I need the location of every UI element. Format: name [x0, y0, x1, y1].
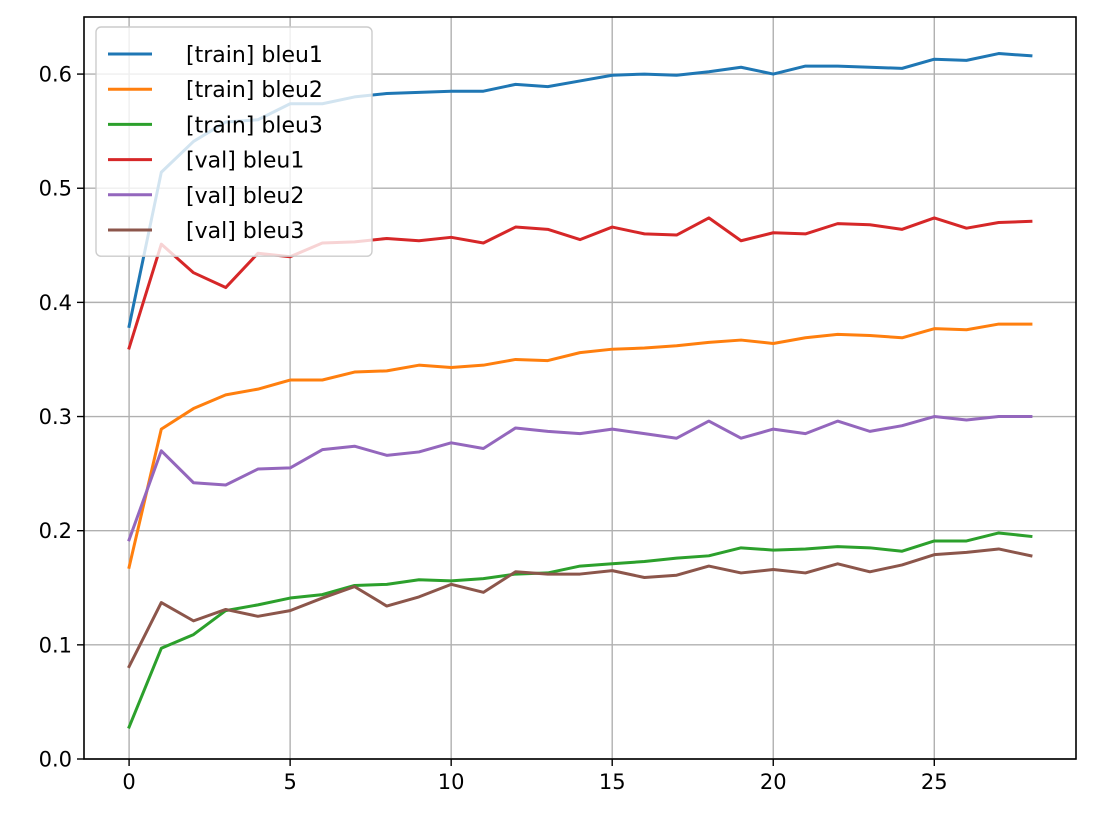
legend: [train] bleu1 [train] bleu2 [train] bleu3 […: [95, 26, 373, 257]
x-tick-label: 25: [921, 770, 948, 794]
legend-entry: [train] bleu1: [186, 43, 323, 68]
axis-ticks: 0 5 10 15 20 25 0.0 0.1 0.2 0.3 0.4 0.5 0.6: [39, 63, 948, 794]
x-tick-label: 5: [283, 770, 296, 794]
y-tick-label: 0.0: [39, 748, 72, 772]
series-line-1: [127, 322, 1033, 570]
x-tick-label: 10: [438, 770, 465, 794]
y-tick-label: 0.1: [39, 633, 72, 657]
x-tick-label: 15: [599, 770, 626, 794]
series-line-2: [127, 531, 1033, 729]
y-tick-label: 0.4: [39, 291, 72, 315]
legend-entry: [train] bleu3: [186, 113, 323, 138]
y-tick-label: 0.3: [39, 405, 72, 429]
y-tick-label: 0.2: [39, 519, 72, 543]
legend-entry: [val] bleu3: [186, 219, 304, 244]
y-tick-label: 0.6: [39, 63, 72, 87]
series-line-4: [127, 415, 1033, 542]
x-tick-label: 20: [760, 770, 787, 794]
x-tick-label: 0: [122, 770, 135, 794]
y-tick-label: 0.5: [39, 177, 72, 201]
legend-entry: [val] bleu2: [186, 184, 304, 209]
legend-entry: [train] bleu2: [186, 78, 323, 103]
legend-entry: [val] bleu1: [186, 149, 304, 174]
legend-box: [95, 26, 373, 257]
series-line-5: [127, 547, 1033, 669]
grid: [84, 17, 1076, 760]
plot-frame: [83, 16, 1077, 760]
